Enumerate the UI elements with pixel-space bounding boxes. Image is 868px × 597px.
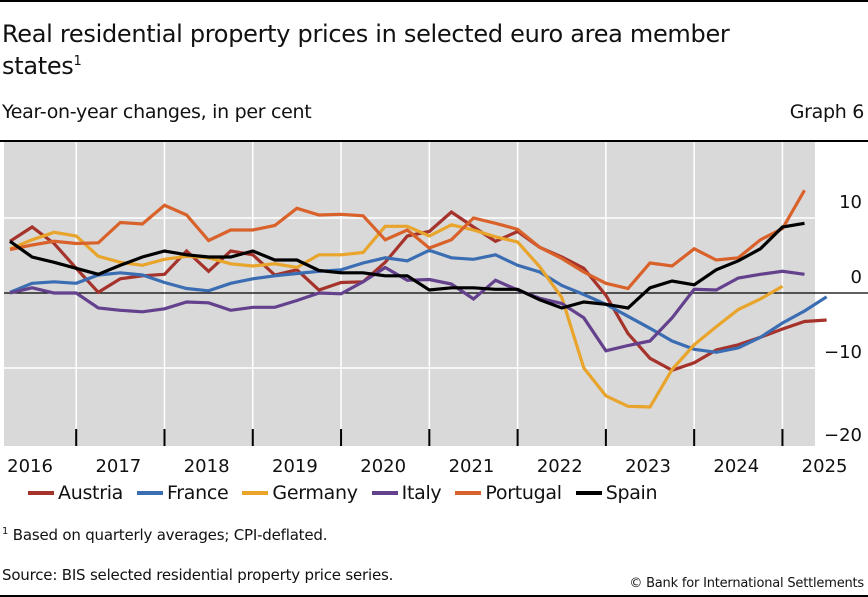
y-tick-label: 10	[839, 192, 862, 213]
bottom-rule	[0, 595, 868, 597]
legend-label: France	[167, 482, 229, 504]
graph-number: Graph 6	[789, 101, 865, 123]
legend-label: Spain	[605, 482, 658, 504]
x-tick-label: 2016	[7, 456, 53, 477]
y-tick-label: 0	[851, 267, 862, 288]
footnote-marker: 1	[2, 526, 9, 537]
title-footnote-marker: 1	[73, 54, 82, 69]
legend-label: Italy	[401, 482, 442, 504]
plot-background	[4, 142, 815, 446]
x-tick-label: 2021	[449, 456, 495, 477]
copyright-notice: © Bank for International Settlements	[629, 576, 864, 591]
legend-swatch	[371, 491, 398, 495]
legend-swatch	[242, 491, 269, 495]
y-axis-tick-labels: 10 0 −10 −20	[824, 192, 862, 446]
top-rule	[0, 0, 868, 2]
legend-label: Portugal	[485, 482, 562, 504]
x-tick-label: 2019	[272, 456, 318, 477]
x-axis-ticks	[75, 429, 784, 446]
x-tick-label: 2017	[95, 456, 141, 477]
footnote: 1 Based on quarterly averages; CPI-defla…	[2, 526, 327, 544]
chart-subtitle: Year-on-year changes, in per cent	[2, 101, 312, 123]
y-tick-label: −10	[824, 342, 862, 363]
series-line-germany	[9, 223, 784, 409]
x-tick-label: 2024	[713, 456, 759, 477]
source-note: Source: BIS selected residential propert…	[2, 566, 394, 584]
x-axis-tick-labels: 2016 2017 2018 2019 2020 2021 2022 2023 2024 2025	[7, 456, 847, 477]
legend-swatch	[455, 491, 482, 495]
chart-title-text: Real residential property prices in sele…	[2, 20, 730, 80]
x-tick-label: 2018	[184, 456, 230, 477]
line-chart: 100−10−20 2016 2017 2018 2019 2020 2021 2022 20…	[0, 140, 868, 477]
series-lines	[9, 189, 828, 409]
chart-legend: Austria France Germany Italy Portugal Spain	[28, 482, 658, 504]
legend-item-spain: Spain	[575, 482, 658, 504]
x-tick-label: 2020	[360, 456, 406, 477]
x-tick-label: 2023	[625, 456, 671, 477]
series-line-spain	[9, 221, 805, 310]
series-line-portugal	[9, 189, 806, 291]
x-tick-label: 2025	[802, 456, 848, 477]
chart-title: Real residential property prices in sele…	[2, 18, 762, 82]
legend-item-portugal: Portugal	[455, 482, 562, 504]
series-line-italy	[9, 265, 805, 353]
y-tick-label: −20	[824, 425, 862, 446]
legend-swatch	[28, 491, 54, 495]
legend-swatch	[137, 491, 164, 495]
legend-item-france: France	[137, 482, 229, 504]
footnote-text: Based on quarterly averages; CPI-deflate…	[12, 526, 328, 544]
x-tick-label: 2022	[537, 456, 583, 477]
legend-label: Austria	[58, 482, 124, 504]
legend-label: Germany	[272, 482, 358, 504]
legend-item-italy: Italy	[371, 482, 442, 504]
legend-item-germany: Germany	[242, 482, 358, 504]
legend-item-austria: Austria	[28, 482, 123, 504]
legend-swatch	[575, 491, 602, 495]
